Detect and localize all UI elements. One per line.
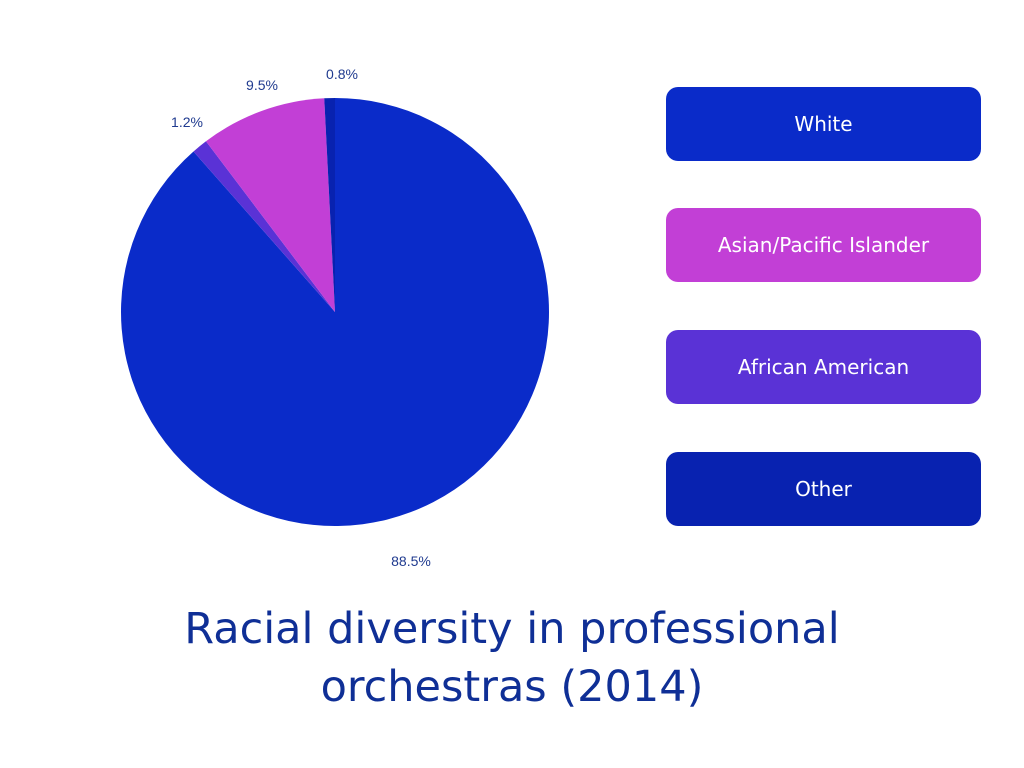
legend-item-asian-pacific-islander: Asian/Pacific Islander [666,208,981,282]
pie-slice-asian-pacific-islander [205,98,335,313]
legend-item-other: Other [666,452,981,526]
slice-label-african-american: 1.2% [171,114,203,130]
legend-label-african-american: African American [737,355,910,379]
chart-title: Racial diversity in professional orchest… [184,604,840,712]
pie-slice-white [121,98,550,526]
pie-slice-other [324,98,335,312]
legend-label-asian-pacific-islander: Asian/Pacific Islander [717,233,930,257]
legend-item-african-american: African American [666,330,981,404]
pie-slice-african-american [193,141,335,312]
slice-label-white: 88.5% [391,553,431,569]
pie-chart: 88.5% 1.2% 9.5% 0.8% [121,66,550,569]
legend-item-white: White [666,87,981,161]
slice-label-other: 0.8% [326,66,358,82]
legend-label-white: White [794,112,853,136]
legend-label-other: Other [795,477,852,501]
slice-label-asian-pacific-islander: 9.5% [246,77,278,93]
